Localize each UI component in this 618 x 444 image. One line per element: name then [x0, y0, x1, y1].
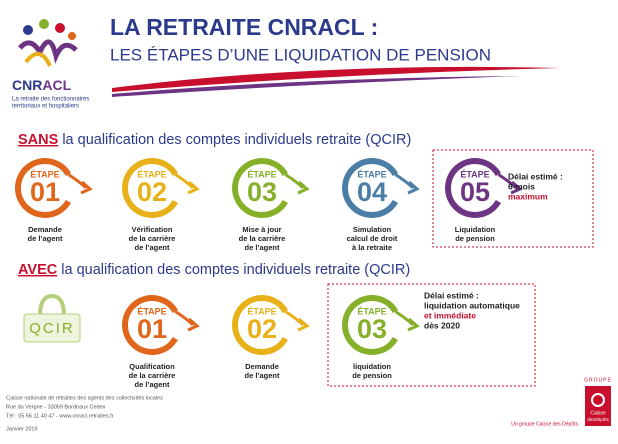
- step-arrow: [394, 310, 415, 327]
- step-arrow: [284, 310, 305, 327]
- step-label: ÉTAPE: [137, 169, 166, 179]
- step-caption: de la carrière: [239, 234, 286, 243]
- logo-name-b: ACL: [42, 77, 71, 93]
- step-label: ÉTAPE: [357, 306, 386, 316]
- step-caption: à la retraite: [352, 243, 392, 252]
- footer-line: Caisse nationale de retraites des agents…: [6, 395, 163, 401]
- highlight-box: [432, 149, 594, 248]
- step-caption: de l’agent: [27, 234, 63, 243]
- step-arrow: [67, 173, 88, 190]
- step-caption: Simulation: [353, 225, 392, 234]
- logo-figures: [18, 19, 78, 67]
- step-caption: Demande: [28, 225, 62, 234]
- step-ring: [122, 295, 178, 355]
- step-label: ÉTAPE: [247, 169, 276, 179]
- step-arrow: [284, 173, 305, 190]
- step-caption: de l’agent: [134, 243, 170, 252]
- delay-note: Délai estimé :: [508, 171, 563, 181]
- step-ring: [232, 158, 288, 218]
- step-caption: calcul de droit: [347, 234, 398, 243]
- step-number: 04: [357, 177, 387, 207]
- step-arrowhead: [187, 180, 200, 195]
- step-label: ÉTAPE: [460, 169, 489, 179]
- step-label: ÉTAPE: [247, 306, 276, 316]
- step-caption: Demande: [245, 362, 279, 371]
- step-ring: [445, 158, 501, 218]
- step-number: 02: [247, 314, 277, 344]
- step-arrow: [174, 310, 195, 327]
- step-ring: [342, 158, 398, 218]
- step-arrowhead: [297, 180, 310, 195]
- section-heading-text: la qualification des comptes individuels…: [61, 262, 410, 278]
- delay-note: Délai estimé :: [424, 290, 479, 300]
- footer-line: Janvier 2019: [6, 426, 38, 432]
- brand-name: Caisse: [590, 410, 606, 416]
- step-arrowhead: [187, 317, 200, 332]
- section-keyword: SANS: [18, 132, 59, 148]
- step-caption: de l’agent: [244, 243, 280, 252]
- step-caption: de l’agent: [134, 380, 170, 389]
- qcir-label: QCIR: [29, 320, 75, 337]
- step-arrow: [394, 173, 415, 190]
- step-arrowhead: [80, 180, 93, 195]
- logo-tagline: La retraite des fonctionnaires: [12, 97, 89, 103]
- step-number: 05: [460, 177, 490, 207]
- step-arrowhead: [297, 317, 310, 332]
- step-caption: de la carrière: [129, 371, 176, 380]
- logo-tagline: territoriaux et hospitaliers: [12, 104, 79, 110]
- delay-note: dès 2020: [424, 320, 460, 330]
- step-caption: de pension: [352, 371, 392, 380]
- delay-note: liquidation automatique: [424, 300, 520, 310]
- step-ring: [232, 295, 288, 355]
- step-label: ÉTAPE: [30, 169, 59, 179]
- step-caption: de pension: [455, 234, 495, 243]
- step-arrowhead: [407, 180, 420, 195]
- section-keyword: AVEC: [18, 262, 58, 278]
- step-label: ÉTAPE: [137, 306, 166, 316]
- delay-note: et immédiate: [424, 310, 476, 320]
- delay-note: 6 mois: [508, 181, 535, 191]
- step-number: 02: [137, 177, 167, 207]
- swoosh: [112, 66, 560, 92]
- step-caption: Qualification: [129, 362, 175, 371]
- logo-name-a: CNR: [12, 77, 42, 93]
- step-ring: [122, 158, 178, 218]
- step-caption: liquidation: [353, 362, 391, 371]
- step-caption: Liquidation: [455, 225, 496, 234]
- step-arrow: [497, 173, 518, 190]
- logo-name: CNRACL: [12, 77, 72, 93]
- step-arrow: [174, 173, 195, 190]
- step-arrowhead: [510, 180, 523, 195]
- section-heading-text: la qualification des comptes individuels…: [62, 132, 411, 148]
- step-number: 01: [137, 314, 167, 344]
- title: LA RETRAITE CNRACL :: [110, 14, 378, 40]
- step-caption: de l’agent: [244, 371, 280, 380]
- step-ring: [342, 295, 398, 355]
- step-caption: Vérification: [132, 225, 173, 234]
- footer-line: Tél : 05 56 11 40 47 - www.cnracl.retrai…: [6, 413, 114, 419]
- step-number: 01: [30, 177, 60, 207]
- qcir-badge: [23, 293, 81, 343]
- step-ring: [15, 158, 71, 218]
- group-note: Un groupe Caisse des Dépôts: [511, 421, 578, 427]
- delay-note: maximum: [508, 191, 548, 201]
- section-heading: AVEC la qualification des comptes indivi…: [18, 262, 410, 278]
- brand-logo-ring: [591, 393, 605, 407]
- step-number: 03: [247, 177, 277, 207]
- brand-name: desDépôts: [587, 417, 609, 422]
- step-label: ÉTAPE: [357, 169, 386, 179]
- step-number: 03: [357, 314, 387, 344]
- step-caption: Mise à jour: [242, 225, 281, 234]
- group-label: GROUPE: [584, 377, 612, 383]
- footer-line: Rue du Vergne - 33059 Bordeaux Cedex: [6, 404, 106, 410]
- highlight-box: [327, 283, 536, 387]
- step-arrowhead: [407, 317, 420, 332]
- step-caption: de la carrière: [129, 234, 176, 243]
- subtitle: LES ÉTAPES D’UNE LIQUIDATION DE PENSION: [110, 45, 491, 64]
- section-heading: SANS la qualification des comptes indivi…: [18, 132, 411, 148]
